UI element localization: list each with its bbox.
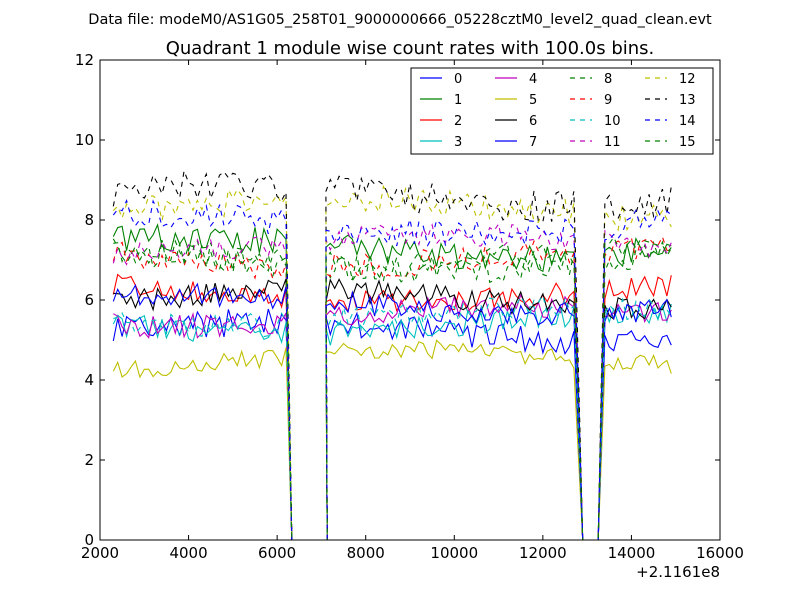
legend-label-6: 6 — [529, 114, 537, 129]
series-line-6 — [113, 278, 672, 540]
x-tick-label: 6000 — [258, 544, 296, 562]
y-tick-label: 6 — [84, 291, 94, 309]
series-line-13 — [112, 168, 672, 540]
series-line-2 — [112, 273, 672, 540]
x-tick-label: 14000 — [608, 544, 656, 562]
legend-label-4: 4 — [529, 72, 537, 87]
axis-ticks: 2000 4000 6000 8000 10000 12000 14000 16000 0 2 4 6… — [75, 51, 744, 562]
legend-label-3: 3 — [454, 135, 462, 150]
legend-label-10: 10 — [604, 114, 621, 129]
series-line-7 — [112, 282, 672, 540]
y-tick-label: 12 — [75, 51, 94, 69]
series-line-15 — [112, 236, 672, 540]
x-tick-label: 12000 — [519, 544, 567, 562]
y-tick-label: 0 — [84, 531, 94, 549]
legend-label-11: 11 — [604, 135, 621, 150]
legend-label-14: 14 — [679, 114, 696, 129]
x-tick-label: 8000 — [347, 544, 385, 562]
series-line-4 — [113, 293, 672, 540]
legend-label-13: 13 — [679, 93, 696, 108]
x-tick-label: 4000 — [169, 544, 207, 562]
legend-label-9: 9 — [604, 93, 612, 108]
series-line-10 — [113, 294, 672, 540]
y-tick-label: 2 — [84, 451, 94, 469]
y-tick-label: 8 — [84, 211, 94, 229]
series-line-11 — [112, 222, 672, 540]
legend-label-15: 15 — [679, 135, 696, 150]
series-line-14 — [112, 198, 672, 540]
legend-label-1: 1 — [454, 93, 462, 108]
legend-label-12: 12 — [679, 72, 696, 87]
x-tick-label: 10000 — [430, 544, 478, 562]
series-line-0 — [112, 308, 672, 540]
series-line-5 — [112, 339, 672, 540]
legend-label-2: 2 — [454, 114, 462, 129]
legend-label-0: 0 — [454, 72, 462, 87]
legend-label-5: 5 — [529, 93, 537, 108]
series-line-1 — [112, 223, 672, 540]
x-tick-label: 2000 — [81, 544, 119, 562]
series-line-3 — [112, 303, 672, 540]
legend-label-7: 7 — [529, 135, 537, 150]
x-tick-label: 16000 — [696, 544, 744, 562]
legend-frame — [410, 67, 714, 155]
y-tick-label: 10 — [75, 131, 94, 149]
y-tick-label: 4 — [84, 371, 94, 389]
chart-title: Quadrant 1 module wise count rates with … — [166, 38, 655, 59]
series-line-8 — [113, 239, 672, 540]
series-line-9 — [112, 235, 672, 540]
series-layer — [112, 168, 672, 540]
figure-suptitle: Data file: modeM0/AS1G05_258T01_90000006… — [88, 12, 712, 28]
legend-label-8: 8 — [604, 72, 612, 87]
series-line-12 — [112, 184, 672, 540]
x-axis-offset-label: +2.1161e8 — [636, 563, 720, 581]
